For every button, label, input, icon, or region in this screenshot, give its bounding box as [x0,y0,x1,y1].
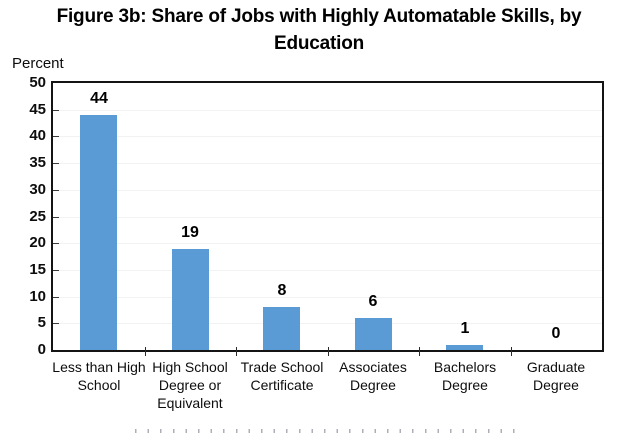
y-tick-mark [53,190,59,191]
y-tick-label: 15 [29,261,46,278]
gridline [53,323,602,324]
x-tick-mark [328,347,329,356]
y-tick-label: 45 [29,101,46,118]
gridline [53,136,602,137]
y-tick-label: 35 [29,154,46,171]
x-category-label: Associates Degree [339,359,407,393]
cropped-text-remnant [135,429,515,433]
y-axis-title: Percent [12,55,64,72]
y-tick-label: 0 [37,341,46,358]
bar-value-label: 19 [181,224,199,241]
gridline [53,243,602,244]
y-tick-mark [53,217,59,218]
x-category-label: Bachelors Degree [433,359,497,393]
x-category-label: Graduate Degree [526,359,586,393]
y-tick-mark [53,270,59,271]
y-tick-mark [53,297,59,298]
y-tick-mark [53,163,59,164]
y-tick-label: 10 [29,288,46,305]
x-tick-mark [145,347,146,356]
y-tick-label: 50 [29,74,46,91]
y-tick-label: 5 [37,314,46,331]
y-tick-label: 20 [29,234,46,251]
x-tick-mark [419,347,420,356]
gridline [53,110,602,111]
bar-value-label: 8 [277,282,287,299]
x-tick-mark [511,347,512,356]
chart-title-line2: Education [273,33,365,54]
y-tick-mark [53,110,59,111]
bar [446,345,483,350]
chart-title: Figure 3b: Share of Jobs with Highly Aut… [0,3,638,57]
bar [80,115,117,350]
x-category-label: High School Degree or Equivalent [152,359,228,411]
chart-title-line1: Figure 3b: Share of Jobs with Highly Aut… [56,6,582,27]
gridline [53,190,602,191]
x-tick-mark [236,347,237,356]
bar-value-label: 6 [368,293,378,310]
bar [355,318,392,350]
gridline [53,217,602,218]
bar-value-label: 0 [551,325,561,342]
y-tick-mark [53,243,59,244]
y-tick-label: 25 [29,208,46,225]
y-tick-mark [53,323,59,324]
gridline [53,270,602,271]
bar-value-label: 1 [460,320,470,337]
bar-value-label: 44 [90,90,108,107]
y-tick-label: 30 [29,181,46,198]
y-tick-mark [53,136,59,137]
bar [263,307,300,350]
x-category-label: Trade School Certificate [240,359,324,393]
gridline [53,297,602,298]
plot-border [51,81,604,352]
x-category-label: Less than High School [52,359,146,393]
bar [172,249,209,350]
y-tick-label: 40 [29,127,46,144]
gridline [53,163,602,164]
